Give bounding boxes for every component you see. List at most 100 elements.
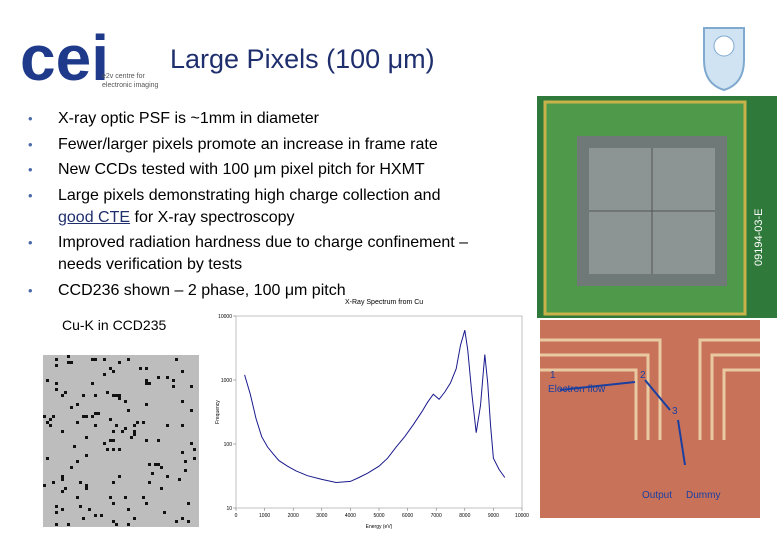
hit-pixel [112,481,115,484]
hit-pixel [61,475,64,478]
chip-bg [540,320,760,518]
hit-pixel [43,415,46,418]
hit-pixel [172,385,175,388]
hit-pixel [85,484,88,487]
hit-pixel [55,382,58,385]
link[interactable]: good CTE [58,208,131,226]
hit-pixel [112,439,115,442]
hit-pixel [190,385,193,388]
hit-pixel [178,478,181,481]
hit-pixel [118,397,121,400]
hit-pixel [79,481,82,484]
x-tick-label: 8000 [459,513,470,519]
hit-pixel [172,379,175,382]
hit-pixel [109,496,112,499]
shield-circle [713,35,735,57]
ccd-photo: 09194-03-E [537,96,777,318]
pcb-label: 09194-03-E [753,209,765,267]
bullet-list: X-ray optic PSF is ~1mm in diameter Fewe… [28,108,478,305]
hit-pixel [145,502,148,505]
hit-pixel [145,439,148,442]
hit-pixel [67,355,70,358]
hit-pixel [70,466,73,469]
y-axis-label: Frequency [215,400,221,424]
hit-pixel [103,373,106,376]
hit-pixel [181,424,184,427]
hit-pixel [94,394,97,397]
hit-pixel [133,433,136,436]
hit-pixel [148,463,151,466]
hit-pixel [76,460,79,463]
diagram-label: Output [642,490,672,501]
logo: cei e2v centre for electronic imaging [18,22,163,94]
bullet: Fewer/larger pixels promote an increase … [28,134,478,156]
logo-caption: electronic imaging [102,82,159,89]
bullet: New CCDs tested with 100 μm pixel pitch … [28,159,478,181]
hit-pixel [46,421,49,424]
diagram-label: 2 [640,370,646,381]
hit-pixel [145,403,148,406]
hit-pixel [160,466,163,469]
x-tick-label: 3000 [316,513,327,519]
university-shield [703,27,745,92]
hit-pixel [133,430,136,433]
hit-pixel [73,445,76,448]
x-tick-label: 9000 [488,513,499,519]
x-tick-label: 7000 [431,513,442,519]
hit-pixel [124,400,127,403]
hit-pixel [115,523,118,526]
hit-pixel [109,367,112,370]
hit-pixel [127,409,130,412]
hit-pixel [187,520,190,523]
hit-pixel [82,394,85,397]
hit-pixel [67,361,70,364]
trace [540,353,650,440]
hit-pixel [184,460,187,463]
hit-pixel [154,463,157,466]
hit-pixel [85,415,88,418]
chip-photo: 1 Electron flow 2 3 Output Dummy [540,320,760,518]
x-tick-label: 10000 [515,513,529,519]
hit-pixel [97,412,100,415]
hit-pixel [121,430,124,433]
hit-pixel [166,475,169,478]
hit-pixel [145,379,148,382]
hit-pixel [145,382,148,385]
logo-caption: e2v centre for [102,73,145,80]
hit-pixel [124,427,127,430]
hit-pixel [163,511,166,514]
hit-pixel [91,415,94,418]
hit-pixel [46,379,49,382]
hit-pixel [157,439,160,442]
diagram-label: 3 [672,406,678,417]
trace [540,368,638,440]
bullet: CCD236 shown – 2 phase, 100 μm pitch [28,280,478,302]
hit-pixel [181,400,184,403]
hit-pixel [133,517,136,520]
hit-pixel [166,424,169,427]
hit-pixel [85,436,88,439]
hit-pixel [103,358,106,361]
hit-pixel [193,448,196,451]
hit-pixel [61,430,64,433]
hit-pixel [55,388,58,391]
hit-pixel [157,463,160,466]
spectrum-line [244,330,506,484]
hit-pixel [190,442,193,445]
logo-bg [18,22,163,94]
hit-pixel [112,394,115,397]
hit-pixel [85,454,88,457]
hit-pixel [64,487,67,490]
hit-pixel [148,382,151,385]
hit-pixel [127,523,130,526]
hit-pixel [70,361,73,364]
hit-pixel [175,358,178,361]
hit-pixel [76,496,79,499]
hit-pixel [61,478,64,481]
hit-pixel [166,376,169,379]
hit-pixel [130,436,133,439]
hit-pixel [133,424,136,427]
diagram-label: Electron flow [548,384,606,395]
hit-pixel [64,391,67,394]
